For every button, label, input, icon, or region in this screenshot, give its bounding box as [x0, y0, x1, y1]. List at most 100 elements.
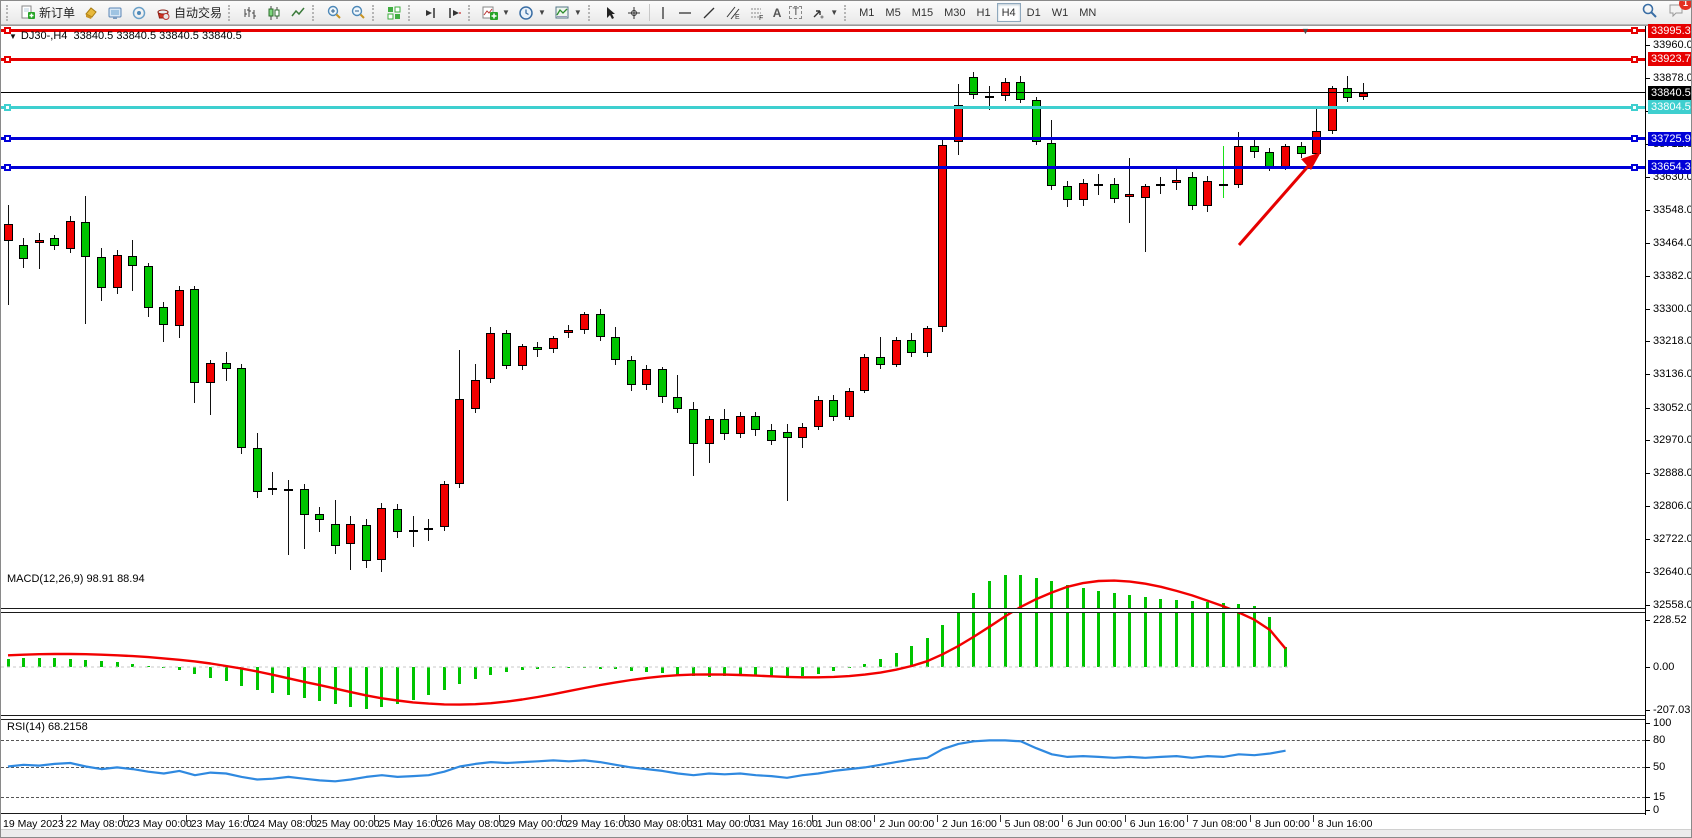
line-chart-button[interactable]: [286, 3, 310, 23]
rsi-axis-label: 80: [1653, 734, 1666, 747]
fibonacci-tool-button[interactable]: F: [745, 3, 769, 23]
search-icon[interactable]: [1641, 2, 1658, 24]
price-tick-label: 32558.0: [1653, 598, 1692, 611]
macd-histogram-bar: [941, 624, 945, 667]
bar-chart-button[interactable]: [238, 3, 262, 23]
horizontal-line-object[interactable]: [1, 57, 1645, 61]
text-tool-button[interactable]: A: [769, 3, 786, 23]
price-axis[interactable]: 33960.033878.033794.033712.033630.033548…: [1645, 23, 1692, 816]
add-indicator-button[interactable]: ▼: [478, 3, 514, 23]
candle-wick: [1144, 183, 1146, 252]
toolbar-grip: [6, 4, 13, 21]
horizontal-line-object[interactable]: [1, 105, 1645, 109]
bullish-candle: [1218, 183, 1228, 186]
timeframe-button-m15[interactable]: M15: [907, 3, 938, 22]
timeframe-button-h4[interactable]: H4: [996, 3, 1021, 22]
line-anchor-handle[interactable]: [4, 55, 11, 63]
auto-trading-button[interactable]: 自动交易: [151, 3, 226, 23]
line-anchor-handle[interactable]: [4, 103, 11, 111]
timeframe-button-mn[interactable]: MN: [1074, 3, 1101, 22]
notifications-button[interactable]: 1: [1668, 1, 1691, 23]
text-icon: A: [772, 5, 782, 20]
line-anchor-handle[interactable]: [1631, 55, 1638, 63]
auto-scroll-button[interactable]: [418, 3, 442, 23]
line-anchor-handle[interactable]: [4, 27, 11, 35]
bearish-candle: [673, 397, 683, 410]
time-axis-tick: [373, 815, 375, 822]
bearish-candle: [268, 487, 278, 490]
new-order-button[interactable]: 新订单: [16, 3, 79, 23]
time-axis-tick: [937, 815, 938, 822]
axis-tick-mark: [1646, 572, 1650, 574]
signal-button[interactable]: [127, 3, 151, 23]
crosshair-tool-button[interactable]: [622, 3, 646, 23]
styler-button[interactable]: [79, 3, 103, 23]
zoom-out-icon: [350, 5, 366, 21]
arrows-tool-button[interactable]: ▼: [806, 3, 842, 23]
macd-histogram-bar: [209, 667, 213, 679]
timeframe-button-d1[interactable]: D1: [1022, 3, 1046, 22]
bearish-candle: [611, 336, 621, 360]
toolbar-grip: [312, 4, 319, 21]
macd-axis-label: -207.03: [1653, 703, 1691, 716]
time-axis-tick: [498, 815, 500, 822]
chart-shift-button[interactable]: [442, 3, 466, 23]
line-price-badge: 33923.7: [1648, 52, 1691, 67]
bearish-candle: [159, 307, 169, 326]
macd-histogram-bar: [878, 658, 882, 667]
time-axis[interactable]: 19 May 2023 22 May 08:00 23 May 00:00 23 Ma…: [1, 815, 1691, 837]
chart-shift-marker[interactable]: ▼: [1301, 26, 1310, 36]
bullish-candle: [953, 104, 963, 143]
price-pane[interactable]: [1, 26, 1645, 815]
line-anchor-handle[interactable]: [4, 163, 11, 171]
bearish-candle: [1109, 183, 1119, 200]
one-click-expand-icon[interactable]: ▼: [9, 32, 17, 41]
horizontal-line-object[interactable]: [1, 165, 1645, 169]
line-price-badge: 33804.5: [1648, 100, 1691, 115]
bullish-candle: [346, 523, 356, 545]
candle-wick: [7, 204, 9, 305]
line-anchor-handle[interactable]: [1631, 27, 1638, 35]
rsi-level-line: [1, 740, 1645, 742]
bearish-candle: [657, 368, 667, 398]
price-tick-label: 33878.0: [1653, 71, 1692, 84]
trendline-tool-button[interactable]: [697, 3, 721, 23]
line-anchor-handle[interactable]: [1631, 163, 1638, 171]
line-anchor-handle[interactable]: [1631, 103, 1638, 111]
macd-histogram-bar: [333, 667, 337, 705]
time-axis-tick: [60, 815, 62, 822]
rsi-pane-divider[interactable]: [1, 715, 1645, 720]
bearish-candle: [766, 430, 776, 442]
toolbar-grip: [468, 4, 475, 21]
vertical-line-tool-button[interactable]: [653, 3, 673, 23]
timeframe-button-m1[interactable]: M1: [854, 3, 879, 22]
candlestick-chart-button[interactable]: [262, 3, 286, 23]
timeframe-button-m5[interactable]: M5: [880, 3, 905, 22]
market-watch-button[interactable]: [103, 3, 127, 23]
price-tick-label: 32806.0: [1653, 499, 1692, 512]
bullish-candle: [1172, 180, 1181, 184]
line-anchor-handle[interactable]: [1631, 135, 1638, 142]
bullish-candle: [735, 415, 745, 435]
zoom-in-button[interactable]: [322, 3, 346, 23]
horizontal-line-object[interactable]: [1, 137, 1645, 140]
line-anchor-handle[interactable]: [4, 135, 11, 142]
bearish-candle: [875, 357, 885, 365]
template-selector-button[interactable]: ▼: [550, 3, 586, 23]
timeframe-button-m30[interactable]: M30: [939, 3, 970, 22]
horizontal-line-tool-button[interactable]: [673, 3, 697, 23]
timeframe-button-w1[interactable]: W1: [1047, 3, 1074, 22]
horizontal-line-object[interactable]: [1, 29, 1645, 33]
equidistant-channel-tool-button[interactable]: E: [721, 3, 745, 23]
zoom-out-button[interactable]: [346, 3, 370, 23]
text-label-tool-button[interactable]: T: [785, 3, 806, 23]
bullish-candle: [517, 346, 527, 367]
macd-pane-divider[interactable]: [1, 608, 1645, 613]
period-selector-button[interactable]: ▼: [514, 3, 550, 23]
macd-histogram-bar: [349, 667, 353, 708]
bearish-candle: [393, 509, 402, 533]
tile-windows-button[interactable]: [382, 3, 406, 23]
chart-window[interactable]: ▼ DJ30-,H4 33840.5 33840.5 33840.5 33840.…: [1, 23, 1692, 837]
cursor-tool-button[interactable]: [598, 3, 622, 23]
timeframe-button-h1[interactable]: H1: [972, 3, 996, 22]
